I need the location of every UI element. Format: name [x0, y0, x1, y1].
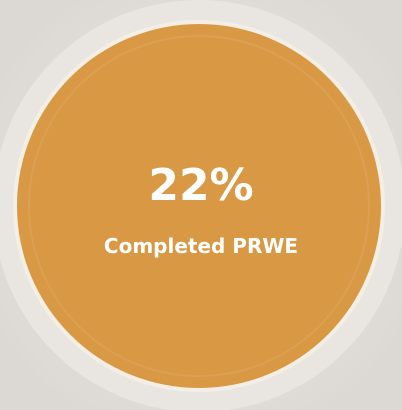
- caption: Completed PRWE: [104, 234, 298, 258]
- percentage: 22%: [148, 160, 253, 211]
- progress-badge: 22% Completed PRWE: [0, 0, 402, 410]
- page: {"metric": {"value": "22%", "label": "Co…: [0, 0, 402, 410]
